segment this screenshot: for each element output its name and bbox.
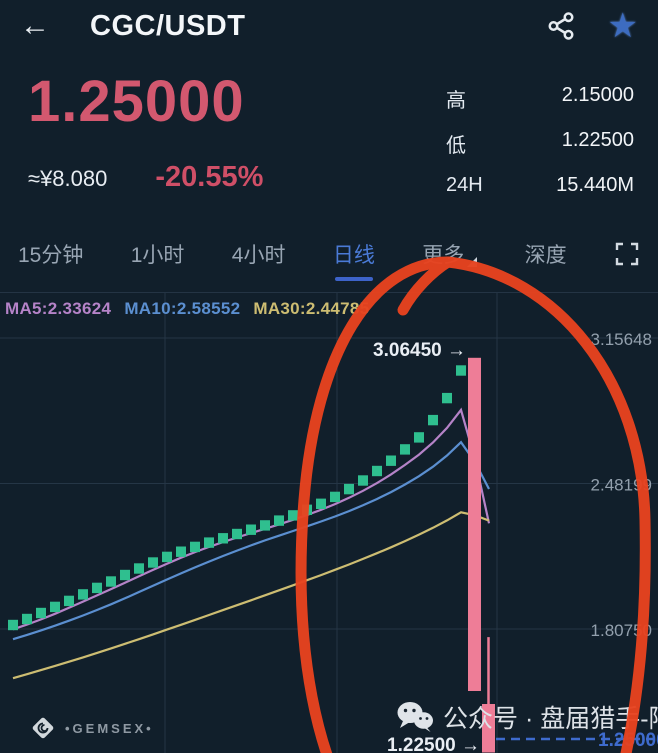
fiat-equivalent: ≈¥8.080 [28, 166, 108, 191]
pair-title: CGC/USDT [90, 9, 246, 42]
exchange-watermark-text: •GEMSEX• [65, 720, 154, 736]
price-block: 1.25000 ≈¥8.080 -20.55% [28, 68, 263, 212]
tab-depth[interactable]: 深度 [524, 244, 567, 267]
tab-more-label: 更多 [422, 244, 465, 267]
svg-text:1.22500 →: 1.22500 → [387, 735, 480, 753]
topbar-icons: ★ [546, 9, 638, 43]
ma-legend: MA5:2.33624 MA10:2.58552 MA30:2.44785 [5, 299, 369, 319]
top-bar: ← CGC/USDT ★ [0, 0, 658, 52]
ma5-value: MA5:2.33624 [5, 299, 112, 318]
favorite-star-icon[interactable]: ★ [607, 7, 638, 45]
stats-block: 高 2.15000 低 1.22500 24H 15.440M [446, 84, 634, 212]
tab-1hour[interactable]: 1小时 [130, 244, 185, 267]
svg-text:3.06450 →: 3.06450 → [373, 340, 466, 361]
wechat-watermark: 公众号 · 盘届猎手-阿野 [396, 699, 658, 735]
stat-value: 15.440M [556, 174, 634, 196]
stat-row-high: 高 2.15000 [446, 84, 634, 113]
ma30-value: MA30:2.44785 [253, 299, 370, 318]
svg-text:2.48199: 2.48199 [591, 476, 652, 495]
percent-change: -20.55% [155, 161, 264, 193]
timeframe-tabs: 15分钟 1小时 4小时 日线 更多 深度 [0, 222, 658, 286]
exchange-watermark: •GEMSEX• [28, 713, 154, 743]
dropdown-caret-icon [467, 257, 478, 267]
stat-value: 2.15000 [561, 84, 634, 106]
stat-label: 24H [446, 174, 483, 196]
tab-daily[interactable]: 日线 [333, 239, 375, 281]
svg-text:1.80750: 1.80750 [591, 621, 652, 640]
stat-row-low: 低 1.22500 [446, 129, 634, 158]
chart-area[interactable]: MA5:2.33624 MA10:2.58552 MA30:2.44785 3.… [0, 292, 658, 753]
stat-value: 1.22500 [561, 129, 634, 151]
ma10-value: MA10:2.58552 [124, 299, 241, 318]
fullscreen-icon[interactable] [614, 241, 640, 267]
tab-more[interactable]: 更多 [422, 239, 478, 269]
gemsex-logo-icon [32, 717, 54, 739]
stat-label: 高 [446, 90, 466, 112]
stat-row-volume: 24H 15.440M [446, 174, 634, 197]
stat-label: 低 [446, 135, 466, 157]
wechat-icon [397, 702, 433, 732]
wechat-watermark-text: 公众号 · 盘届猎手-阿野 [443, 705, 658, 733]
share-icon[interactable] [546, 11, 576, 41]
tab-4hour[interactable]: 4小时 [231, 244, 286, 267]
last-price: 1.25000 [28, 69, 245, 134]
price-panel: 1.25000 ≈¥8.080 -20.55% 高 2.15000 低 1.22… [0, 54, 658, 212]
back-arrow-icon[interactable]: ← [20, 9, 50, 42]
svg-text:3.15648: 3.15648 [591, 330, 652, 349]
tab-15min[interactable]: 15分钟 [18, 244, 84, 267]
